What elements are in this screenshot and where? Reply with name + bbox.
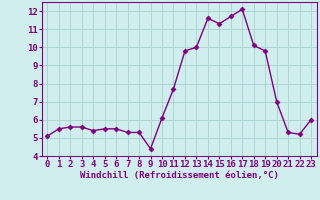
X-axis label: Windchill (Refroidissement éolien,°C): Windchill (Refroidissement éolien,°C) (80, 171, 279, 180)
